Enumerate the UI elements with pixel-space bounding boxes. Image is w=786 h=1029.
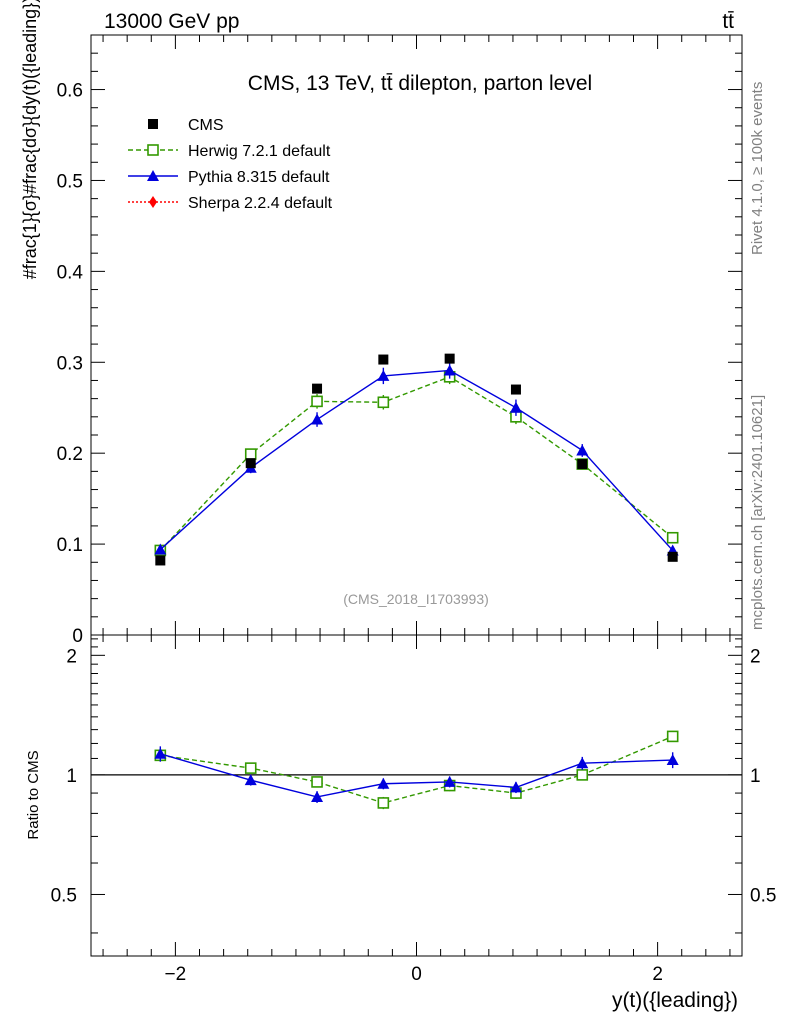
legend-sherpa-marker [149,196,157,208]
mcplots-source-label: mcplots.cern.ch [arXiv:2401.10621] [749,395,766,630]
ratio-pythia-point [666,754,679,766]
y-tick-label: 0.4 [57,262,84,283]
y-tick-label: 0 [72,626,83,647]
herwig-line [159,376,674,551]
legend-cms-marker [148,119,158,129]
ratio-pythia-line [160,753,673,798]
analysis-watermark: (CMS_2018_I1703993) [343,591,489,607]
ratio-pythia-point [154,747,167,759]
ratio-pythia-point [311,790,324,802]
pythia-line [159,369,674,551]
x-tick-label: −2 [165,964,187,985]
legend-pythia-marker [147,170,159,181]
ratio-y-tick-label: 2 [66,646,77,667]
ratio-herwig-line [160,735,673,804]
legend-herwig-marker [147,144,159,156]
plot-title: CMS, 13 TeV, tt̄ dilepton, parton level [248,72,592,95]
ratio-plot-series [154,730,679,810]
pythia-point [509,401,522,413]
x-tick-label: 0 [411,964,422,985]
main-plot-series [154,353,679,566]
x-axis-label: y(t)({leading}) [612,989,738,1012]
y-tick-label: 0.2 [57,444,83,465]
pythia-point [443,364,456,376]
legend-pythia-label: Pythia 8.315 default [188,169,330,186]
ratio-pythia-point [509,781,522,793]
main-plot-ticks: 0 0.1 0.2 0.3 0.4 0.5 0.6 [57,35,742,647]
ratio-y-tick-label: 0.5 [51,885,77,906]
ratio-herwig-point [311,776,323,788]
legend: CMS Herwig 7.2.1 default Pythia 8.315 defa… [128,117,333,212]
ratio-plot-ticks: 0.5 0.5 1 1 2 2 −2 0 2 [51,635,776,985]
legend-cms-label: CMS [188,117,224,134]
ratio-herwig-point [244,762,257,774]
cms-point [577,459,588,470]
ratio-y-axis-label: Ratio to CMS [25,750,42,839]
y-tick-label: 0.5 [57,171,83,192]
ratio-herwig-point [377,797,390,809]
pythia-point [576,444,589,456]
cms-point [378,354,389,365]
ratio-herwig-point [576,769,589,781]
header-energy-label: 13000 GeV pp [104,10,239,33]
ratio-y-tick-label-right: 2 [750,646,761,667]
ratio-pythia-point [443,775,456,787]
ratio-y-tick-label-right: 0.5 [750,885,776,906]
rivet-version-label: Rivet 4.1.0, ≥ 100k events [749,82,766,255]
ratio-plot-frame [90,634,743,957]
y-tick-label: 0.6 [57,81,83,102]
herwig-point [377,396,390,409]
herwig-point [244,448,257,460]
cms-point [245,458,256,469]
y-tick-label: 0.1 [57,535,83,556]
legend-herwig-label: Herwig 7.2.1 default [188,143,331,160]
cms-point [155,555,166,566]
header-process-label: tt̄ [722,10,734,33]
y-tick-label: 0.3 [57,353,83,374]
ratio-y-tick-label-right: 1 [750,766,761,787]
ratio-y-tick-label: 1 [66,766,77,787]
x-tick-label: 2 [652,964,663,985]
ratio-herwig-point [666,730,679,743]
cms-point [444,353,455,364]
cms-point [510,384,521,395]
ratio-pythia-point [244,774,257,786]
cms-point [312,383,323,394]
cms-point [667,551,678,562]
y-axis-label: #frac{1}{σ}#frac{dσ}{dy(t)({leading})} [20,0,40,279]
herwig-point [311,395,323,408]
ratio-pythia-point [377,777,390,789]
herwig-point [666,531,679,544]
legend-sherpa-label: Sherpa 2.2.4 default [188,195,333,212]
pythia-point [311,413,324,425]
pythia-point [154,543,167,555]
pythia-point [377,369,390,381]
ratio-pythia-point [576,757,589,769]
